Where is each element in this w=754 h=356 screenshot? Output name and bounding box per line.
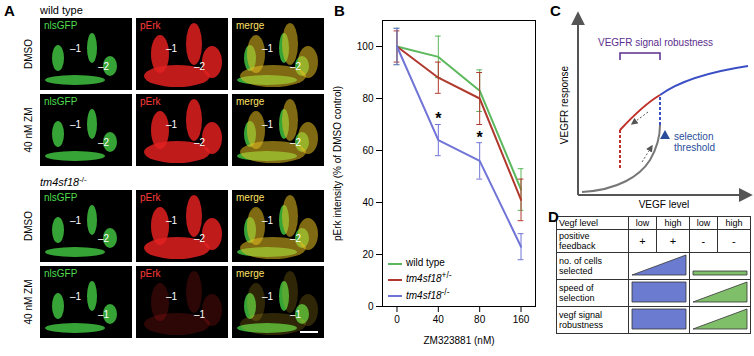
- svg-text:tm4sf18-/-: tm4sf18-/-: [40, 175, 87, 189]
- svg-text:–1: –1: [262, 119, 274, 130]
- html-text:high: high: [725, 218, 743, 228]
- svg-text:ZM323881 (nM): ZM323881 (nM): [423, 335, 494, 346]
- svg-text:–1: –1: [70, 291, 82, 302]
- html-text:positive feedback: positive feedback: [559, 231, 596, 251]
- html-text:D: D: [548, 208, 559, 225]
- svg-text:–2: –2: [194, 137, 206, 148]
- svg-text:40 nM ZM: 40 nM ZM: [23, 107, 34, 152]
- svg-text:–1: –1: [262, 215, 274, 226]
- svg-text:80: 80: [474, 314, 486, 325]
- svg-text:pErk: pErk: [140, 192, 162, 203]
- svg-text:nlsGFP: nlsGFP: [44, 268, 78, 279]
- svg-text:40: 40: [433, 314, 445, 325]
- svg-text:–1: –1: [290, 309, 302, 320]
- svg-text:–2: –2: [194, 61, 206, 72]
- svg-text:*: *: [435, 110, 442, 127]
- svg-text:60: 60: [362, 145, 374, 156]
- html-text:tm4sf18+/-: tm4sf18+/-: [406, 270, 452, 285]
- svg-text:0: 0: [368, 301, 374, 312]
- html-text:low: low: [635, 218, 650, 228]
- svg-text:100: 100: [357, 41, 374, 52]
- svg-text:*: *: [477, 129, 484, 146]
- svg-text:DMSO: DMSO: [23, 39, 34, 69]
- svg-text:–2: –2: [290, 61, 302, 72]
- svg-text:–2: –2: [290, 137, 302, 148]
- svg-text:80: 80: [362, 93, 374, 104]
- svg-text:merge: merge: [236, 96, 265, 107]
- svg-text:–2: –2: [98, 233, 110, 244]
- svg-text:0: 0: [394, 314, 400, 325]
- svg-text:–1: –1: [262, 43, 274, 54]
- svg-text:merge: merge: [236, 268, 265, 279]
- html-text:A: A: [4, 2, 15, 19]
- svg-text:–2: –2: [98, 61, 110, 72]
- html-text:tm4sf18-/-: tm4sf18-/-: [406, 286, 450, 301]
- svg-text:40 nM ZM: 40 nM ZM: [23, 279, 34, 324]
- html-text:Vegf level: Vegf level: [559, 218, 598, 228]
- svg-text:wild type: wild type: [39, 4, 83, 16]
- html-text:B: B: [334, 2, 345, 19]
- svg-text:–1: –1: [98, 309, 110, 320]
- svg-text:–1: –1: [166, 43, 178, 54]
- svg-text:20: 20: [362, 249, 374, 260]
- svg-text:VEGFR signal robustness: VEGFR signal robustness: [598, 37, 713, 48]
- svg-text:–2: –2: [98, 137, 110, 148]
- svg-text:–1: –1: [166, 119, 178, 130]
- svg-text:pErk: pErk: [140, 96, 162, 107]
- html-text:wild type: wild type: [406, 257, 445, 269]
- svg-text:160: 160: [513, 314, 530, 325]
- html-text:low: low: [696, 218, 711, 228]
- svg-text:VEGF level: VEGF level: [639, 199, 690, 210]
- svg-text:merge: merge: [236, 192, 265, 203]
- svg-text:–2: –2: [194, 233, 206, 244]
- svg-text:–1: –1: [70, 119, 82, 130]
- svg-text:–1: –1: [70, 215, 82, 226]
- svg-text:VEGFR response: VEGFR response: [559, 65, 570, 144]
- svg-text:pErk: pErk: [140, 20, 162, 31]
- svg-text:threshold: threshold: [674, 142, 715, 153]
- svg-text:–1: –1: [166, 215, 178, 226]
- svg-text:DMSO: DMSO: [23, 211, 34, 241]
- svg-text:nlsGFP: nlsGFP: [44, 192, 78, 203]
- svg-text:merge: merge: [236, 20, 265, 31]
- html-text:no. of cells selected: no. of cells selected: [559, 256, 602, 276]
- html-text:vegf signal robustness: vegf signal robustness: [559, 310, 603, 330]
- svg-text:–2: –2: [290, 233, 302, 244]
- svg-text:–1: –1: [166, 291, 178, 302]
- svg-text:pErk: pErk: [140, 268, 162, 279]
- html-text:high: high: [664, 218, 682, 228]
- svg-text:nlsGFP: nlsGFP: [44, 20, 78, 31]
- svg-text:nlsGFP: nlsGFP: [44, 96, 78, 107]
- svg-text:–1: –1: [194, 309, 206, 320]
- svg-text:selection: selection: [674, 131, 713, 142]
- svg-text:–1: –1: [262, 291, 274, 302]
- svg-text:pErk intensity (% of DMSO cont: pErk intensity (% of DMSO control): [332, 86, 343, 241]
- svg-text:–1: –1: [70, 43, 82, 54]
- html-text:C: C: [550, 2, 561, 19]
- svg-text:40: 40: [362, 197, 374, 208]
- html-text:speed of selection: speed of selection: [559, 283, 595, 303]
